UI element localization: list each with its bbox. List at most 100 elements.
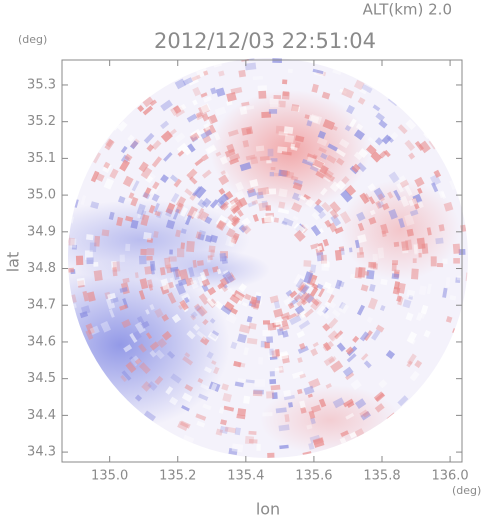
echo-speckle bbox=[289, 290, 298, 299]
echo-speckle bbox=[142, 105, 154, 116]
echo-speckle bbox=[329, 201, 341, 214]
x-tick-label: 135.8 bbox=[363, 469, 400, 484]
echo-speckle bbox=[285, 289, 293, 297]
echo-speckle bbox=[192, 259, 197, 268]
echo-speckle bbox=[201, 112, 210, 122]
echo-speckle bbox=[338, 303, 350, 314]
echo-speckle bbox=[134, 358, 142, 365]
echo-speckle bbox=[246, 316, 253, 323]
echo-speckle bbox=[175, 282, 187, 295]
echo-speckle bbox=[299, 373, 306, 379]
echo-speckle bbox=[210, 382, 218, 392]
echo-speckle bbox=[175, 229, 182, 238]
echo-speckle bbox=[322, 340, 334, 352]
echo-speckle bbox=[144, 174, 154, 184]
echo-speckle bbox=[284, 134, 295, 143]
echo-speckle bbox=[122, 277, 130, 284]
echo-speckle bbox=[186, 330, 196, 340]
echo-speckle bbox=[282, 170, 295, 179]
echo-speckle bbox=[309, 286, 319, 297]
echo-speckle bbox=[278, 169, 288, 177]
echo-speckle bbox=[273, 94, 282, 100]
echo-speckle bbox=[332, 397, 345, 409]
echo-speckle bbox=[248, 439, 258, 444]
echo-speckle bbox=[138, 343, 147, 353]
echo-speckle bbox=[142, 187, 152, 199]
echo-speckle bbox=[153, 202, 160, 213]
echo-speckle bbox=[187, 75, 199, 86]
echo-speckle bbox=[340, 430, 349, 438]
echo-speckle bbox=[426, 283, 432, 295]
echo-speckle bbox=[339, 88, 348, 95]
echo-speckle bbox=[219, 425, 229, 434]
radar-field bbox=[68, 58, 468, 458]
echo-speckle bbox=[377, 193, 385, 202]
echo-speckle bbox=[165, 219, 176, 230]
echo-speckle bbox=[367, 183, 377, 192]
echo-speckle bbox=[138, 255, 147, 265]
echo-speckle bbox=[201, 284, 209, 293]
echo-speckle bbox=[202, 135, 212, 144]
echo-speckle bbox=[146, 255, 153, 261]
echo-speckle bbox=[219, 200, 230, 211]
echo-speckle bbox=[136, 315, 145, 326]
echo-speckle bbox=[101, 229, 110, 237]
echo-speckle bbox=[165, 264, 173, 274]
x-tick-label: 135.2 bbox=[159, 469, 196, 484]
echo-speckle bbox=[165, 208, 174, 218]
echo-speckle bbox=[368, 216, 377, 225]
echo-speckle bbox=[276, 328, 284, 336]
echo-speckle bbox=[398, 218, 405, 229]
echo-speckle bbox=[243, 395, 251, 404]
echo-speckle bbox=[378, 379, 388, 389]
echo-speckle bbox=[195, 413, 207, 421]
echo-speckle bbox=[229, 157, 240, 165]
echo-speckle bbox=[224, 148, 236, 158]
echo-speckle bbox=[214, 106, 227, 117]
echo-speckle bbox=[406, 228, 414, 237]
echo-speckle bbox=[237, 408, 247, 417]
echo-speckle bbox=[194, 304, 206, 317]
echo-speckle bbox=[335, 180, 346, 191]
echo-speckle bbox=[304, 114, 310, 120]
x-tick-label: 136.0 bbox=[431, 469, 468, 484]
echo-speckle bbox=[345, 372, 355, 381]
echo-speckle bbox=[221, 383, 229, 391]
echo-speckle bbox=[100, 321, 111, 333]
echo-speckle bbox=[334, 226, 344, 234]
echo-speckle bbox=[252, 390, 263, 397]
echo-speckle bbox=[183, 296, 190, 304]
echo-speckle bbox=[204, 234, 213, 243]
echo-speckle bbox=[244, 436, 255, 445]
echo-speckle bbox=[191, 74, 201, 82]
echo-speckle bbox=[405, 119, 417, 131]
echo-speckle bbox=[293, 294, 302, 302]
echo-speckle bbox=[449, 295, 457, 301]
echo-speckle bbox=[278, 188, 288, 198]
echo-speckle bbox=[141, 320, 150, 329]
echo-speckle bbox=[388, 208, 398, 220]
echo-speckle bbox=[431, 182, 439, 193]
echo-speckle bbox=[288, 402, 294, 408]
altitude-label: ALT(km) 2.0 bbox=[363, 1, 452, 19]
echo-speckle bbox=[300, 284, 310, 295]
echo-speckle bbox=[108, 308, 115, 318]
echo-speckle bbox=[404, 213, 415, 227]
echo-speckle bbox=[204, 216, 213, 225]
echo-speckle bbox=[340, 248, 345, 256]
echo-speckle bbox=[353, 129, 365, 141]
echo-speckle bbox=[245, 154, 256, 161]
echo-speckle bbox=[402, 299, 412, 309]
echo-speckle bbox=[289, 314, 302, 326]
echo-speckle bbox=[315, 170, 325, 179]
echo-speckle bbox=[352, 335, 360, 343]
echo-speckle bbox=[433, 169, 442, 178]
echo-speckle bbox=[239, 106, 248, 115]
echo-speckle bbox=[146, 248, 155, 256]
echo-speckle bbox=[182, 77, 193, 86]
echo-speckle bbox=[339, 211, 352, 224]
echo-speckle bbox=[273, 308, 284, 318]
echo-speckle bbox=[297, 345, 309, 354]
echo-speckle bbox=[227, 129, 239, 137]
echo-speckle bbox=[127, 134, 135, 142]
